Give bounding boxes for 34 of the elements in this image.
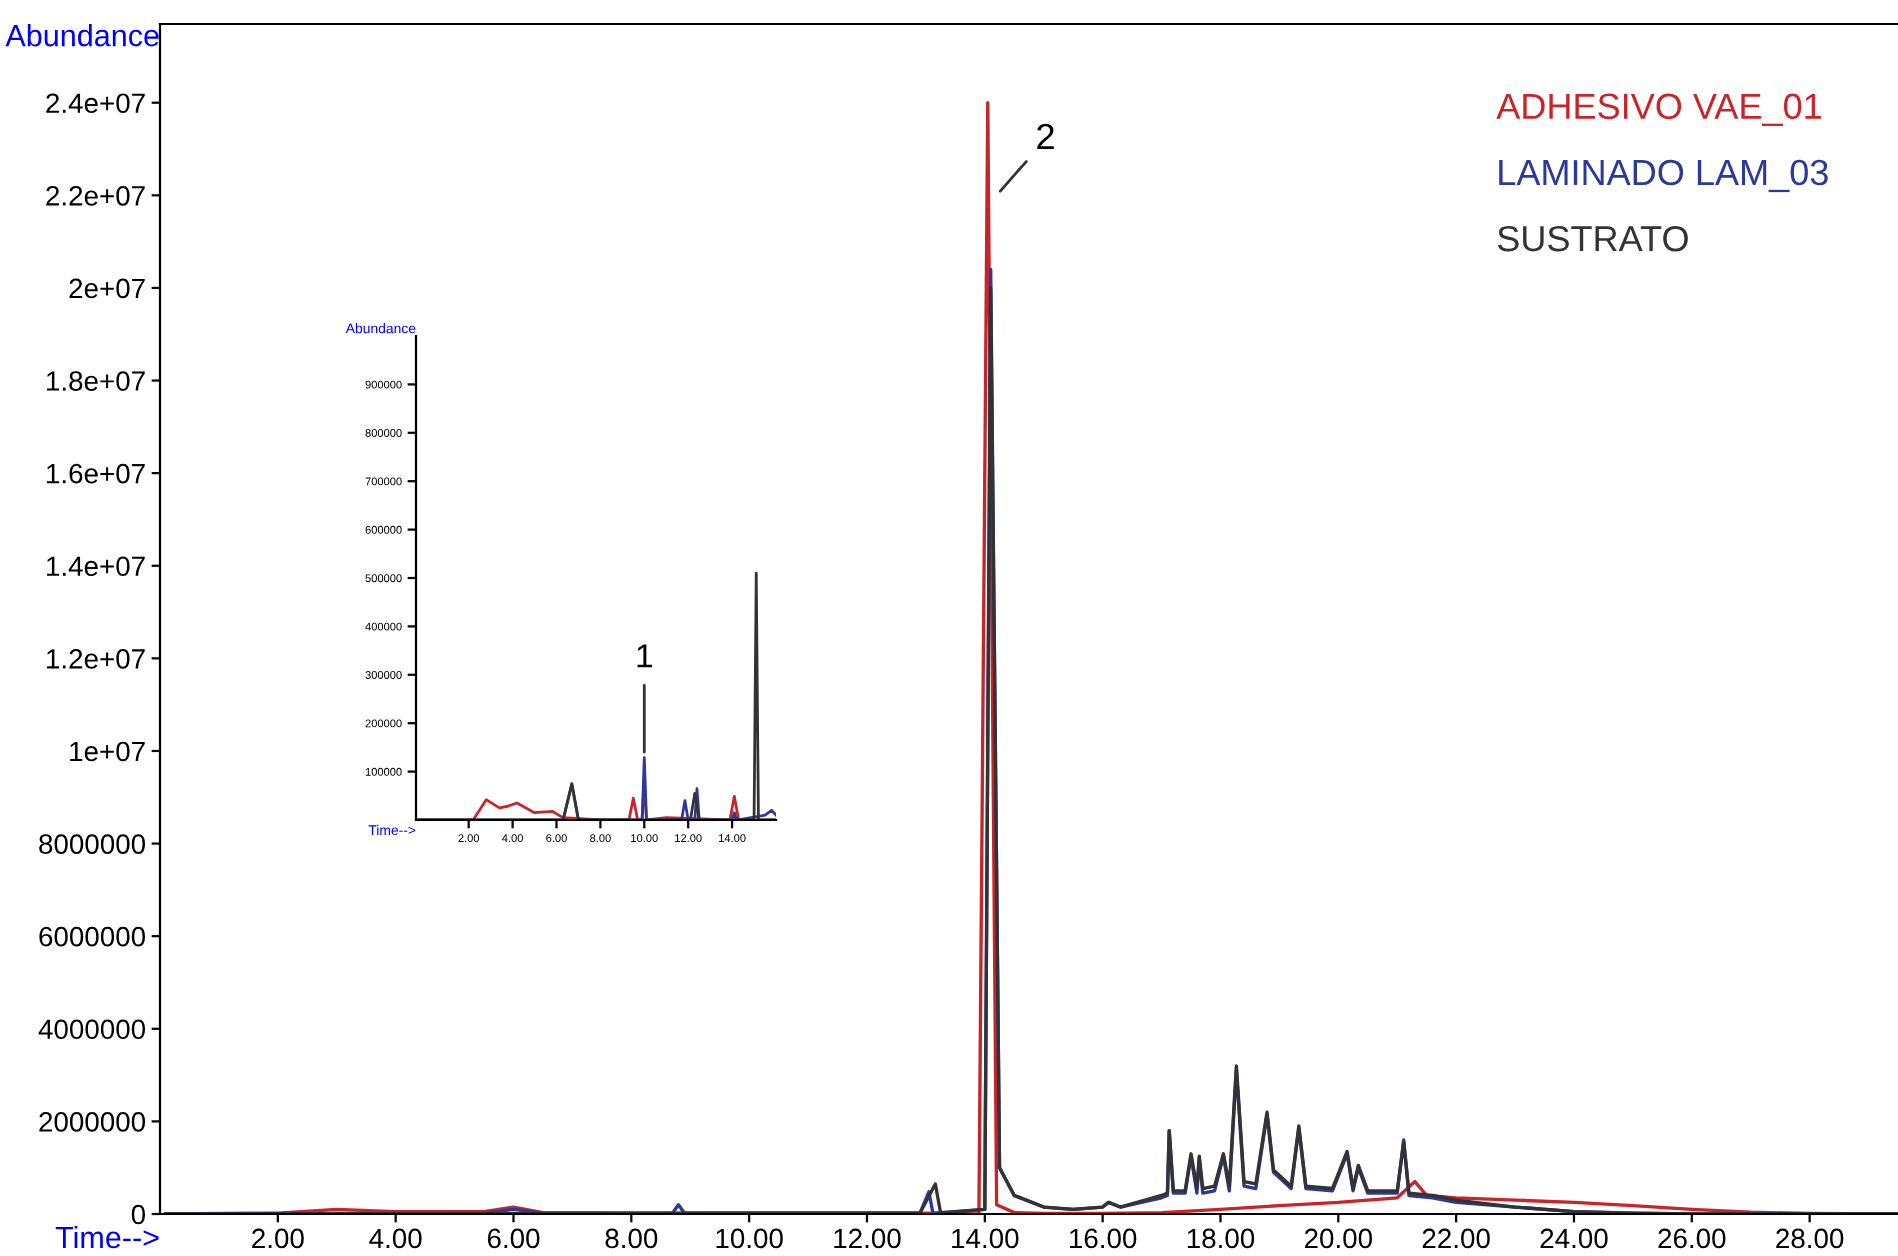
x-tick-label: 4.00 xyxy=(369,1228,422,1249)
x-tick-label: 24.00 xyxy=(1540,1228,1608,1249)
x-tick-label: 28.00 xyxy=(1776,1228,1844,1249)
y-tick-label: 1.6e+07 xyxy=(47,463,145,484)
text: ADHESIVO VAE_01 xyxy=(1496,93,1821,126)
x-tick-label: 2.00 xyxy=(252,1228,304,1249)
y-axis-title: Abundance xyxy=(5,24,159,47)
y-tick-label: 1.8e+07 xyxy=(47,371,145,391)
y-tick-label: 2.4e+07 xyxy=(46,93,145,114)
x-tick-label: 20.00 xyxy=(1304,1228,1372,1249)
x-tick-label: 22.00 xyxy=(1422,1228,1490,1249)
x-tick-label: 10.00 xyxy=(716,1228,783,1249)
x-axis-title: Time--> xyxy=(55,1225,159,1249)
text: SUSTRATO xyxy=(1497,225,1688,252)
annotation: 1 xyxy=(637,644,652,668)
x-tick-label: 16.00 xyxy=(1070,1228,1137,1249)
y-tick-label: 8000000 xyxy=(39,834,146,854)
y-tick-label: 1.2e+07 xyxy=(47,649,145,669)
x-tick-label: 18.00 xyxy=(1187,1228,1255,1249)
y-tick-label: 2000000 xyxy=(39,1112,146,1132)
x-tick-label: 8.00 xyxy=(605,1228,658,1249)
annotation: 2 xyxy=(1037,123,1054,149)
x-tick-label: 12.00 xyxy=(834,1228,901,1249)
x-tick-label: 26.00 xyxy=(1658,1228,1726,1249)
x-tick-label: 14.00 xyxy=(952,1228,1019,1249)
y-tick-label: 6000000 xyxy=(39,926,146,947)
y-tick-label: 0 xyxy=(131,1204,146,1225)
y-tick-label: 4000000 xyxy=(38,1019,146,1040)
y-tick-label: 2e+07 xyxy=(69,278,145,299)
x-tick-label: 6.00 xyxy=(487,1228,540,1249)
text: LAMINADO LAM_03 xyxy=(1499,159,1828,193)
y-tick-label: 1e+07 xyxy=(70,741,145,762)
y-tick-label: 2.2e+07 xyxy=(46,185,145,206)
y-tick-label: 1.4e+07 xyxy=(47,556,145,577)
